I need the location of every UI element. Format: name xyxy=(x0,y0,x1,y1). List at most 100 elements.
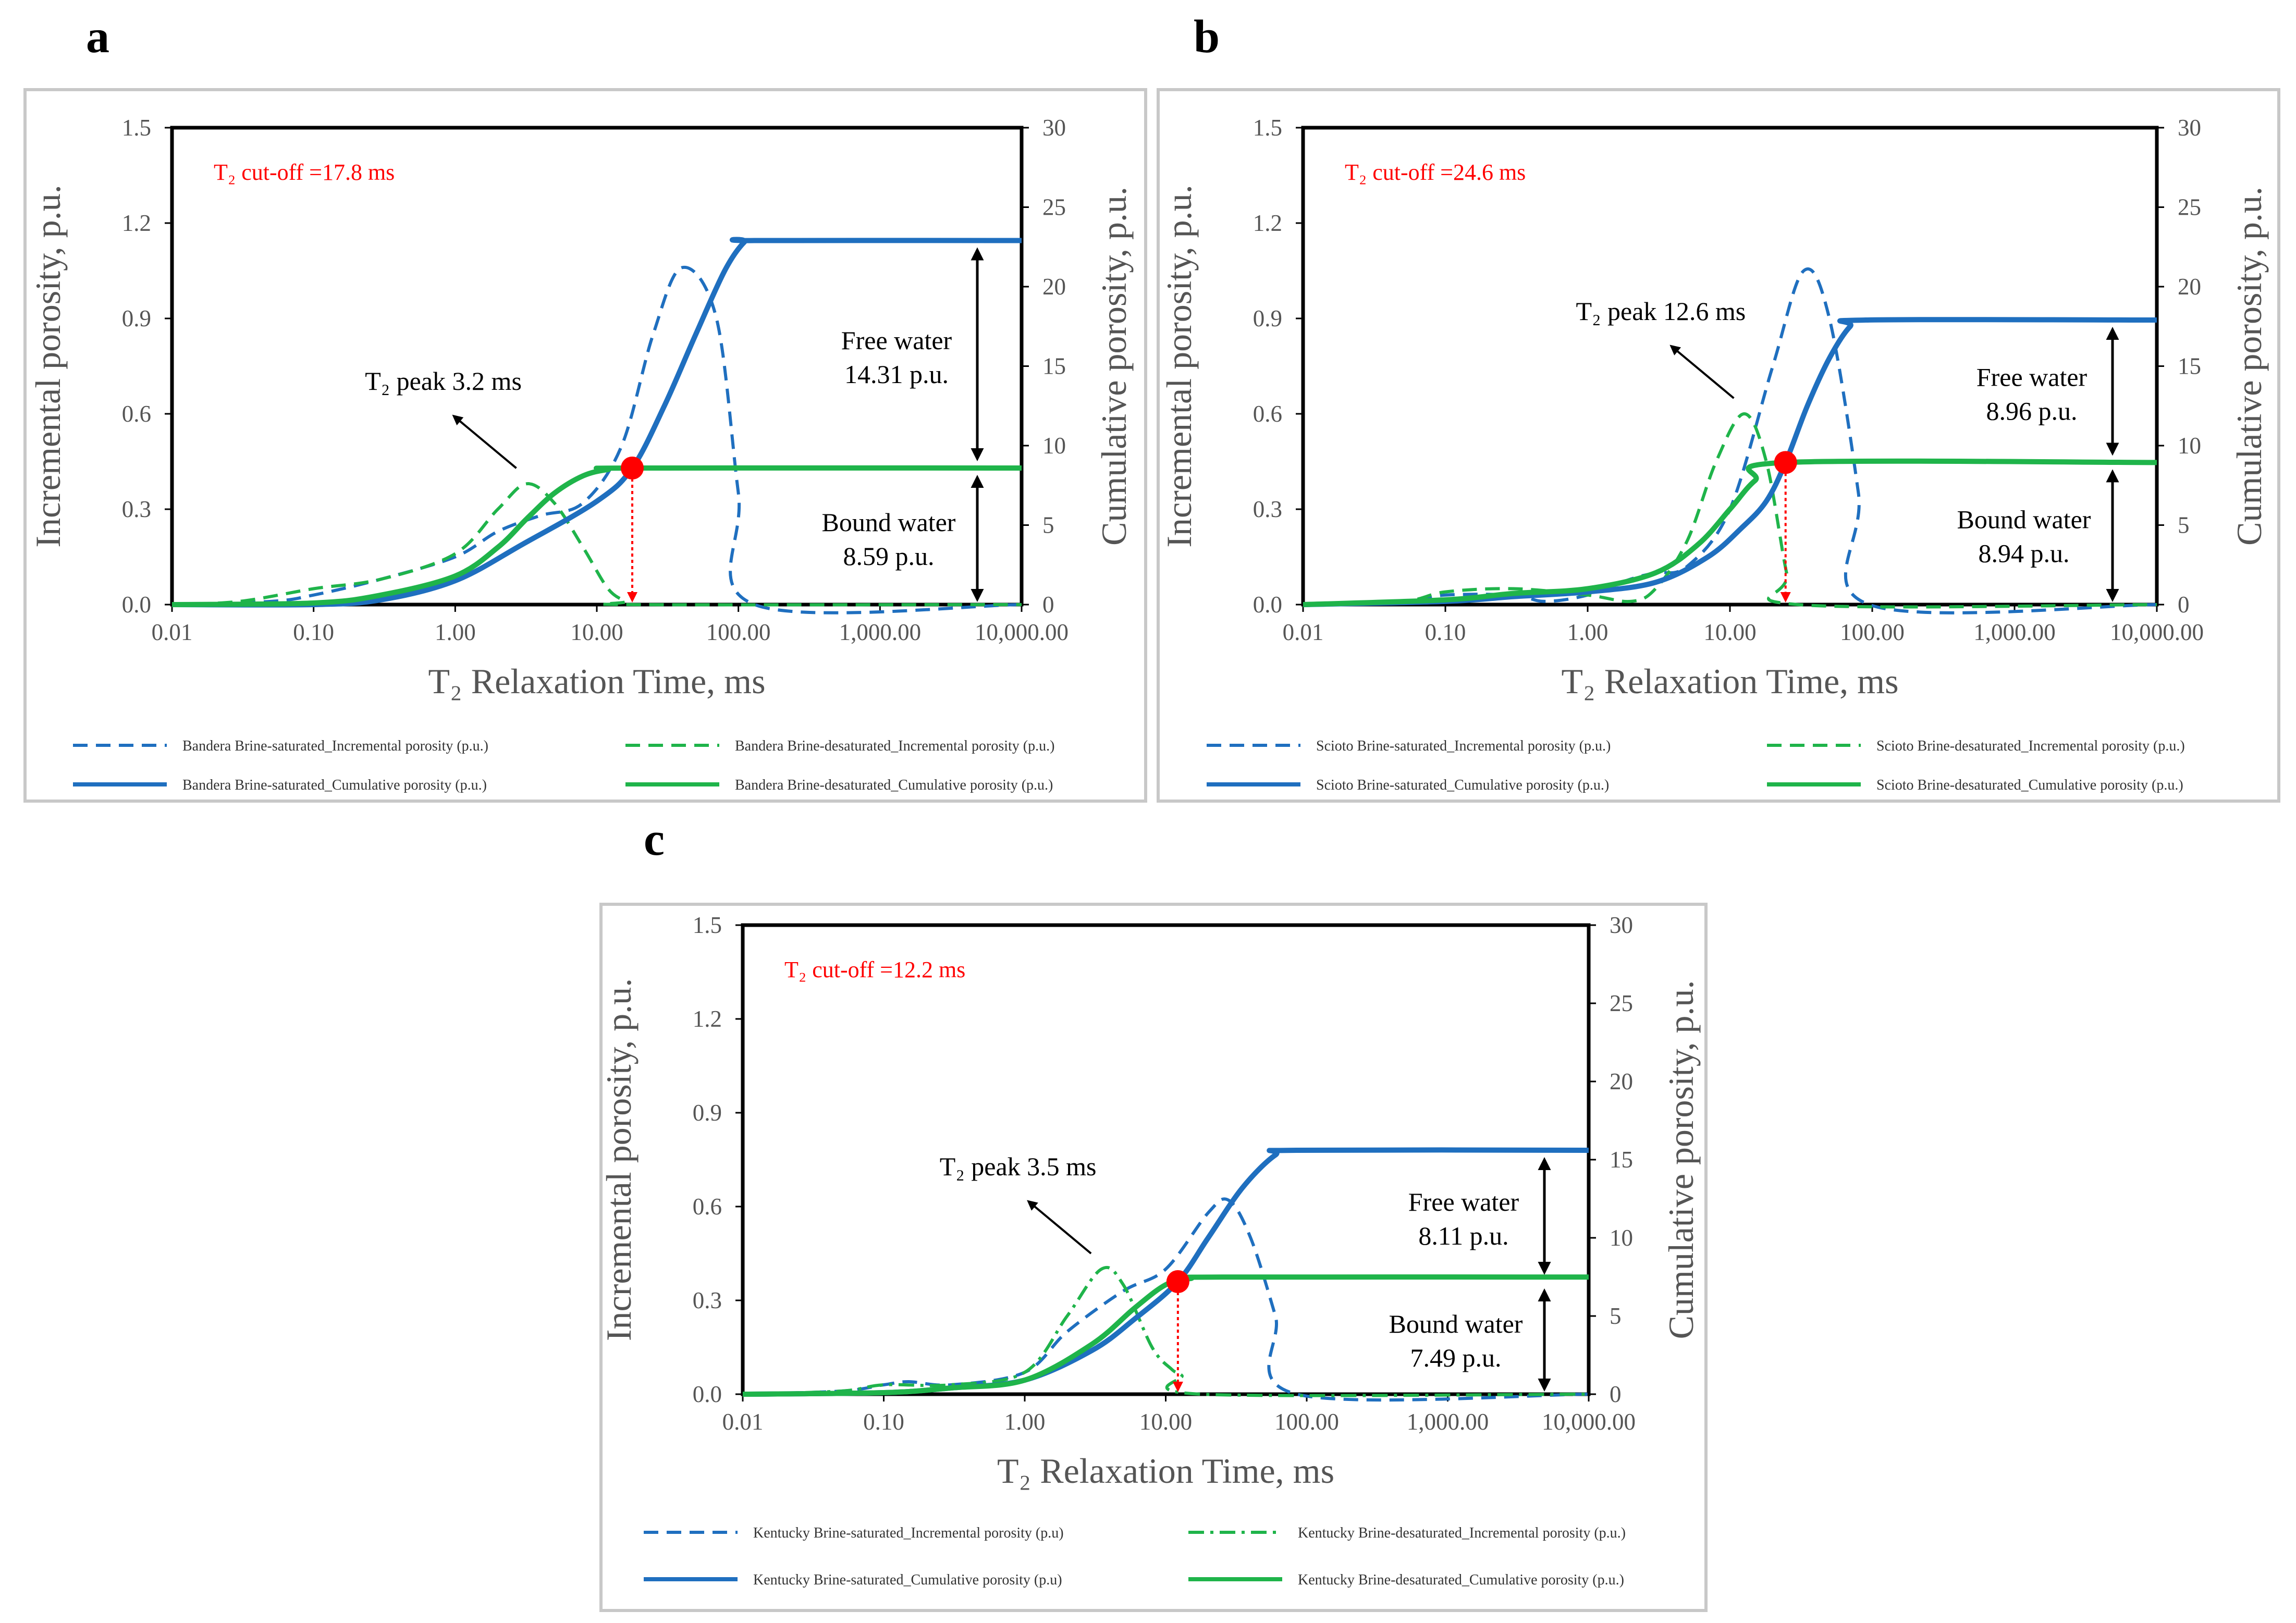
y-tick-label: 0.0 xyxy=(693,1381,722,1407)
legend-label: Kentucky Brine-desaturated_Cumulative po… xyxy=(1298,1572,1624,1588)
legend-label: Bandera Brine-desaturated_Cumulative por… xyxy=(735,777,1053,793)
bound-water-label: Bound water xyxy=(1389,1309,1523,1338)
y2-tick-label: 25 xyxy=(1042,194,1066,220)
y-tick-label: 1.5 xyxy=(693,912,722,938)
panel-frame xyxy=(599,903,1708,1612)
cutoff-label: T₂ cut-off =17.8 ms xyxy=(214,159,395,185)
y2-tick-label: 30 xyxy=(1610,912,1633,938)
x-tick-label: 10,000.00 xyxy=(1542,1409,1636,1435)
peak-arrow xyxy=(452,414,517,469)
y-tick-label: 1.2 xyxy=(122,210,151,236)
y2-tick-label: 10 xyxy=(1042,433,1066,459)
y2-tick-label: 10 xyxy=(2178,433,2201,459)
y-tick-label: 0.9 xyxy=(1253,305,1282,331)
y2-tick-label: 0 xyxy=(1610,1381,1622,1407)
y-tick-label: 0.9 xyxy=(122,305,151,331)
x-tick-label: 0.01 xyxy=(152,619,193,645)
free-water-label: Free water xyxy=(1976,363,2088,392)
x-tick-label: 0.10 xyxy=(1425,619,1466,645)
free-water-value: 8.11 p.u. xyxy=(1418,1221,1508,1250)
x-tick-label: 1,000.00 xyxy=(1973,619,2056,645)
x-axis-title: T₂ Relaxation Time, ms xyxy=(1561,661,1898,701)
x-tick-label: 1,000.00 xyxy=(1407,1409,1489,1435)
series-line-incremental-saturated xyxy=(742,1197,1589,1402)
legend-label: Kentucky Brine-saturated_Incremental por… xyxy=(753,1525,1064,1541)
legend-label: Kentucky Brine-desaturated_Incremental p… xyxy=(1298,1525,1626,1541)
x-tick-label: 0.10 xyxy=(863,1409,904,1435)
y-tick-label: 1.5 xyxy=(1253,115,1282,141)
panel-letter: b xyxy=(1194,11,1220,63)
free-water-label: Free water xyxy=(1408,1187,1519,1216)
x-tick-label: 10.00 xyxy=(1703,619,1756,645)
panel-frame xyxy=(23,88,1147,803)
series-line-incremental-desaturated xyxy=(171,482,1022,607)
series-line-cumulative-saturated xyxy=(1303,317,2157,607)
panel-frame xyxy=(1157,88,2280,803)
bound-water-value: 8.94 p.u. xyxy=(1979,539,2070,568)
y2-axis-title: Cumulative porosity, p.u. xyxy=(1661,980,1701,1339)
peak-label: T₂ peak 3.2 ms xyxy=(365,366,522,396)
y2-tick-label: 0 xyxy=(1042,592,1054,618)
x-tick-label: 10,000.00 xyxy=(2110,619,2204,645)
y2-tick-label: 5 xyxy=(1042,512,1054,538)
free-water-value: 8.96 p.u. xyxy=(1986,397,2078,426)
bound-water-value: 8.59 p.u. xyxy=(843,542,935,571)
y2-tick-label: 20 xyxy=(1042,274,1066,300)
y2-tick-label: 20 xyxy=(1610,1068,1633,1095)
y2-tick-label: 30 xyxy=(2178,115,2201,141)
y2-tick-label: 30 xyxy=(1042,115,1066,141)
x-tick-label: 1.00 xyxy=(435,619,476,645)
x-tick-label: 1.00 xyxy=(1004,1409,1046,1435)
bound-water-label: Bound water xyxy=(1957,505,2091,534)
legend-label: Scioto Brine-desaturated_Incremental por… xyxy=(1876,738,2185,754)
cutoff-point xyxy=(1166,1270,1189,1293)
panel-a: a0.01 0.10 1.00 10.00 100.00 1,000.00 10,000.0… xyxy=(23,11,1147,803)
series-line-cumulative-desaturated xyxy=(171,465,1022,607)
x-tick-label: 100.00 xyxy=(1274,1409,1339,1435)
free-water-label: Free water xyxy=(841,326,952,355)
legend-label: Bandera Brine-desaturated_Incremental po… xyxy=(735,738,1054,754)
y-tick-label: 0.0 xyxy=(122,592,151,618)
y-tick-label: 1.2 xyxy=(1253,210,1282,236)
free-water-value: 14.31 p.u. xyxy=(844,360,949,389)
panel-b: b0.01 0.10 1.00 10.00 100.00 1,000.00 10,000.0… xyxy=(1157,11,2280,803)
legend-label: Bandera Brine-saturated_Cumulative poros… xyxy=(182,777,487,793)
y-tick-label: 0.6 xyxy=(693,1194,722,1220)
x-tick-label: 0.10 xyxy=(293,619,334,645)
x-tick-label: 100.00 xyxy=(706,619,771,645)
panel-c: c0.01 0.10 1.00 10.00 100.00 1,000.00 10,000.0… xyxy=(599,814,1708,1612)
series-line-cumulative-desaturated xyxy=(742,1274,1589,1397)
x-axis-title: T₂ Relaxation Time, ms xyxy=(428,661,765,701)
y-axis-title: Incremental porosity, p.u. xyxy=(1159,185,1199,547)
y2-tick-label: 15 xyxy=(1610,1147,1633,1173)
x-tick-label: 1,000.00 xyxy=(839,619,922,645)
y-tick-label: 1.5 xyxy=(122,115,151,141)
y2-tick-label: 15 xyxy=(1042,353,1066,379)
legend-label: Scioto Brine-saturated_Incremental poros… xyxy=(1316,738,1611,754)
y-axis-title: Incremental porosity, p.u. xyxy=(28,185,68,547)
y-tick-label: 0.3 xyxy=(122,496,151,522)
y-tick-label: 1.2 xyxy=(693,1006,722,1032)
peak-label: T₂ peak 12.6 ms xyxy=(1576,297,1746,326)
series-line-incremental-saturated xyxy=(171,265,1022,614)
y-tick-label: 0.0 xyxy=(1253,592,1282,618)
cutoff-point xyxy=(621,457,644,480)
series-line-cumulative-desaturated xyxy=(1303,458,2157,607)
cutoff-label: T₂ cut-off =12.2 ms xyxy=(784,957,965,982)
y2-tick-label: 25 xyxy=(1610,990,1633,1016)
cutoff-label: T₂ cut-off =24.6 ms xyxy=(1345,159,1526,185)
y2-tick-label: 15 xyxy=(2178,353,2201,379)
y-tick-label: 0.6 xyxy=(1253,401,1282,427)
panel-letter: a xyxy=(86,11,109,63)
y-tick-label: 0.3 xyxy=(693,1287,722,1313)
legend-label: Kentucky Brine-saturated_Cumulative poro… xyxy=(753,1572,1062,1588)
y-tick-label: 0.6 xyxy=(122,401,151,427)
x-tick-label: 0.01 xyxy=(722,1409,764,1435)
x-tick-label: 100.00 xyxy=(1840,619,1905,645)
panel-letter: c xyxy=(644,814,665,865)
bound-water-label: Bound water xyxy=(822,508,956,537)
peak-arrow xyxy=(1669,345,1735,399)
y2-tick-label: 10 xyxy=(1610,1225,1633,1251)
legend-label: Scioto Brine-desaturated_Cumulative poro… xyxy=(1876,777,2183,793)
